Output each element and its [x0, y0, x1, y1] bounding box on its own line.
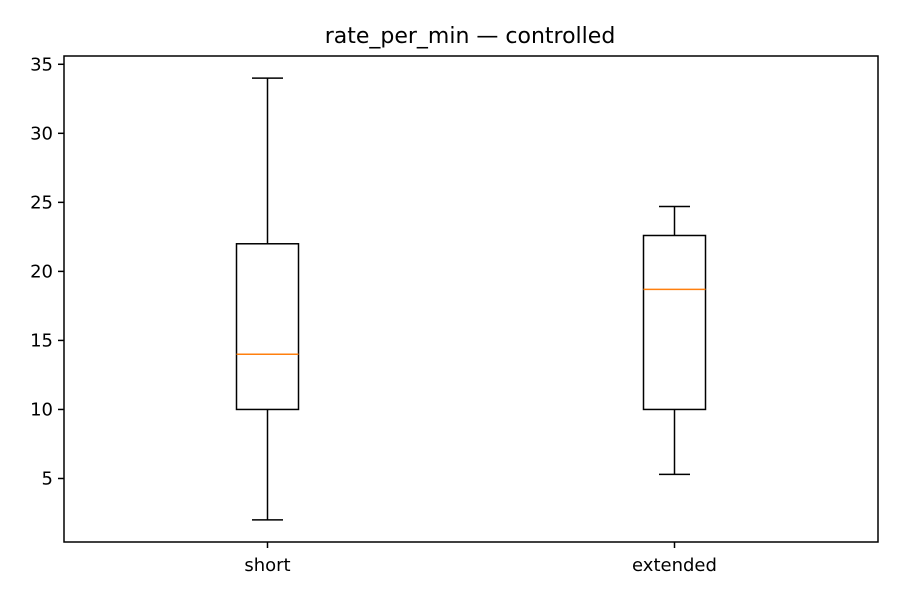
plot-area: 5 10 15 20 25 30 35 short extended	[30, 54, 717, 576]
y-tick-label: 15	[30, 330, 53, 351]
x-tick-label: short	[244, 555, 290, 576]
y-tick-label: 5	[42, 468, 53, 489]
axes-frame	[63, 55, 879, 543]
y-tick-label: 30	[30, 123, 53, 144]
y-tick-label: 25	[30, 192, 53, 213]
x-tick-label: extended	[632, 555, 717, 576]
box-extended	[642, 234, 707, 411]
y-tick-label: 20	[30, 261, 53, 282]
y-tick-label: 35	[30, 54, 53, 75]
chart-title: rate_per_min — controlled	[325, 24, 616, 49]
box-short	[235, 243, 300, 411]
y-tick-label: 10	[30, 399, 53, 420]
